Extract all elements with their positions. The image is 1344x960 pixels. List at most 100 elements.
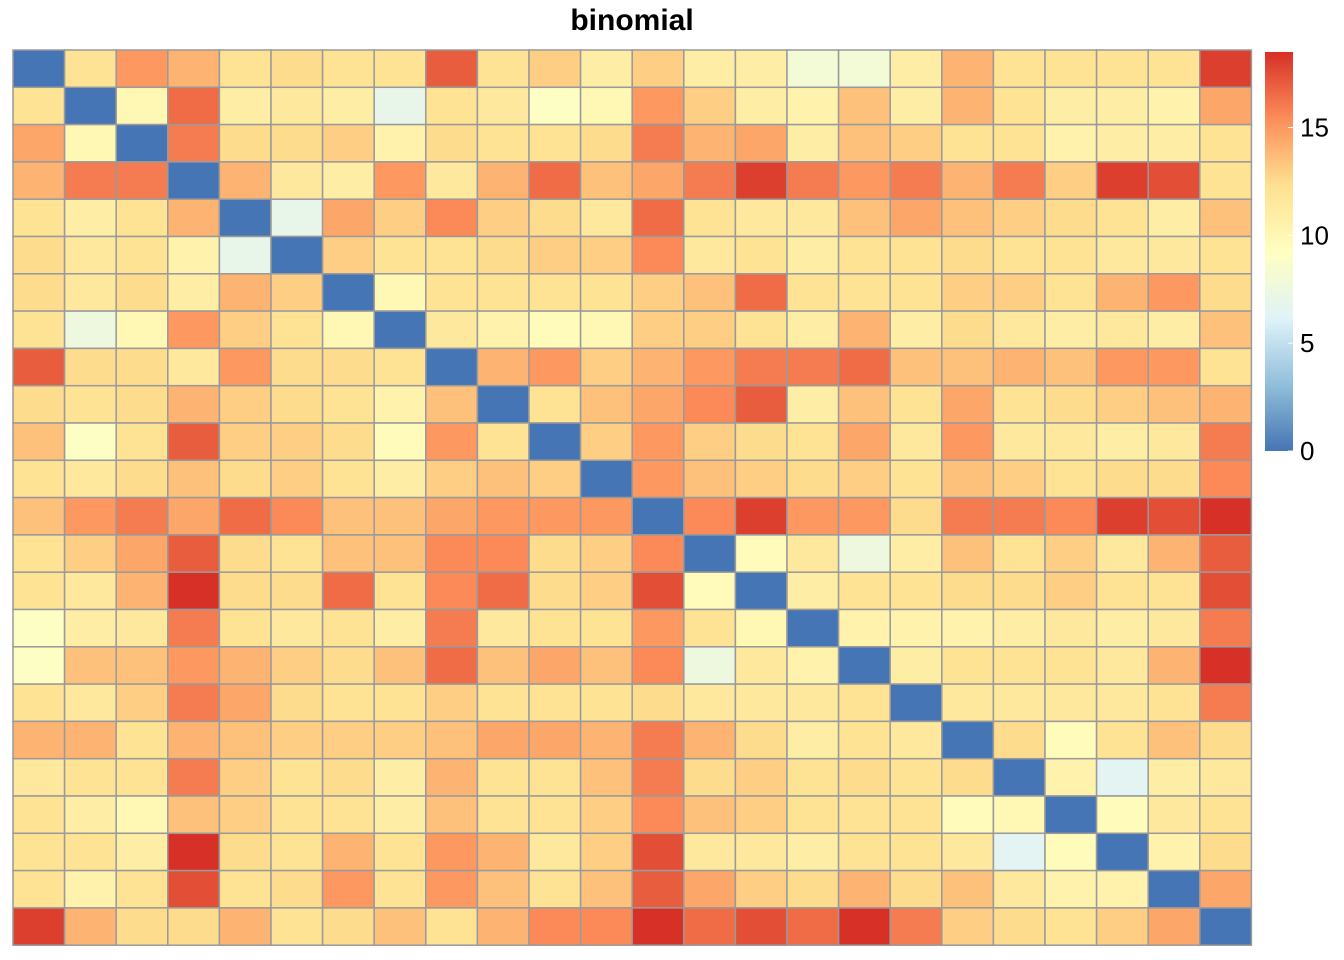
heatmap-cell xyxy=(683,907,737,946)
heatmap-cell xyxy=(63,832,117,872)
heatmap-cell xyxy=(786,384,840,424)
heatmap-cell xyxy=(1147,571,1201,611)
heatmap-cell xyxy=(631,347,685,387)
heatmap-cell xyxy=(218,422,272,462)
heatmap-cell xyxy=(631,123,685,163)
heatmap-cell xyxy=(425,795,479,835)
heatmap-cell xyxy=(941,459,995,499)
heatmap-cell xyxy=(270,273,324,312)
heatmap-cell xyxy=(631,646,685,685)
heatmap-cell xyxy=(167,608,221,648)
heatmap-cell xyxy=(476,86,530,126)
heatmap-cell xyxy=(425,907,479,946)
heatmap-cell xyxy=(115,571,169,611)
heatmap-cell xyxy=(425,832,479,872)
heatmap-cell xyxy=(941,496,995,536)
heatmap-cell xyxy=(786,459,840,499)
heatmap-cell xyxy=(476,795,530,835)
heatmap-cell xyxy=(1044,534,1098,573)
heatmap-cell xyxy=(270,161,324,200)
heatmap-cell xyxy=(12,646,66,685)
colorbar-tick-label: 15 xyxy=(1300,112,1329,142)
heatmap-cell xyxy=(63,683,117,723)
heatmap-cell xyxy=(992,347,1046,387)
heatmap-cell xyxy=(528,422,582,462)
heatmap-cell xyxy=(1044,310,1098,350)
heatmap-cell xyxy=(528,123,582,163)
heatmap-cell xyxy=(476,49,530,89)
heatmap-cell xyxy=(1095,757,1149,797)
heatmap-cell xyxy=(1044,646,1098,685)
heatmap-cell xyxy=(734,832,788,872)
heatmap-cell xyxy=(786,235,840,275)
heatmap-cell xyxy=(631,907,685,946)
heatmap-cell xyxy=(528,720,582,760)
heatmap-cell xyxy=(941,720,995,760)
heatmap-cell xyxy=(167,49,221,89)
heatmap-cell xyxy=(115,795,169,835)
heatmap-cell xyxy=(115,123,169,163)
heatmap-cell xyxy=(579,795,633,835)
heatmap-cell xyxy=(941,608,995,648)
heatmap-cell xyxy=(321,646,375,685)
heatmap-cell xyxy=(1199,347,1253,387)
heatmap-cell xyxy=(1095,646,1149,685)
heatmap-cell xyxy=(528,459,582,499)
heatmap-cell xyxy=(476,683,530,723)
heatmap-cell xyxy=(683,571,737,611)
heatmap-cell xyxy=(1044,720,1098,760)
heatmap-cell xyxy=(1044,198,1098,238)
heatmap-cell xyxy=(579,273,633,312)
heatmap-cell xyxy=(476,869,530,909)
heatmap-cell xyxy=(683,496,737,536)
heatmap-cell xyxy=(270,720,324,760)
heatmap-cell xyxy=(1095,534,1149,573)
heatmap-cell xyxy=(1044,869,1098,909)
heatmap-cell xyxy=(1199,757,1253,797)
heatmap-cell xyxy=(992,198,1046,238)
heatmap-cell xyxy=(63,384,117,424)
heatmap-cell xyxy=(889,683,943,723)
heatmap-cell xyxy=(1095,310,1149,350)
heatmap-cell xyxy=(579,123,633,163)
heatmap-cell xyxy=(321,496,375,536)
heatmap-cell xyxy=(579,683,633,723)
heatmap-cell xyxy=(218,347,272,387)
heatmap-cell xyxy=(425,310,479,350)
heatmap-cell xyxy=(734,161,788,200)
heatmap-cell xyxy=(889,571,943,611)
heatmap-cell xyxy=(1199,273,1253,312)
heatmap-cell xyxy=(889,646,943,685)
heatmap-cell xyxy=(1147,757,1201,797)
heatmap-cell xyxy=(1199,720,1253,760)
heatmap-cell xyxy=(321,534,375,573)
heatmap-cell xyxy=(373,646,427,685)
heatmap-cell xyxy=(1199,123,1253,163)
heatmap-cell xyxy=(1044,235,1098,275)
heatmap-cell xyxy=(992,907,1046,946)
heatmap-cell xyxy=(1199,384,1253,424)
heatmap-cell xyxy=(167,496,221,536)
heatmap-cell xyxy=(631,534,685,573)
heatmap-cell xyxy=(167,683,221,723)
heatmap-cell xyxy=(63,571,117,611)
heatmap-cell xyxy=(270,123,324,163)
heatmap-cell xyxy=(373,422,427,462)
heatmap-cell xyxy=(1095,795,1149,835)
colorbar-ticks: 0 5 10 15 xyxy=(1288,112,1329,466)
heatmap-cell xyxy=(373,608,427,648)
heatmap-cell xyxy=(1147,683,1201,723)
heatmap-cell xyxy=(270,459,324,499)
heatmap-cell xyxy=(476,459,530,499)
heatmap-cell xyxy=(373,384,427,424)
heatmap-cell xyxy=(837,534,891,573)
heatmap-cell xyxy=(734,49,788,89)
heatmap-cell xyxy=(115,496,169,536)
heatmap-cell xyxy=(889,198,943,238)
heatmap-cell xyxy=(270,422,324,462)
heatmap-cell xyxy=(631,273,685,312)
heatmap-cell xyxy=(425,384,479,424)
heatmap-cell xyxy=(992,86,1046,126)
heatmap-cell xyxy=(889,534,943,573)
heatmap-cell xyxy=(270,534,324,573)
